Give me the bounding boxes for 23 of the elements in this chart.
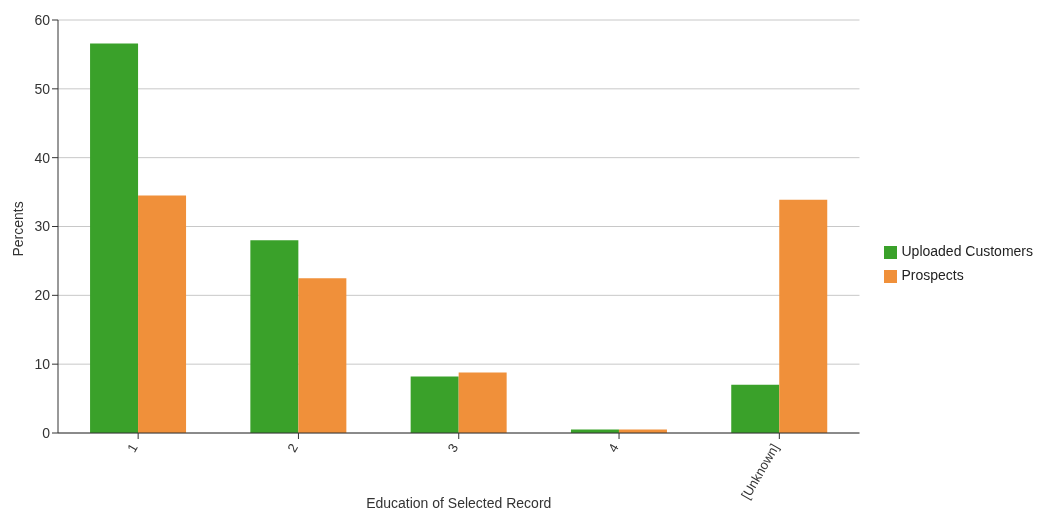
y-tick-label: 0 — [42, 424, 51, 441]
y-tick-label: 50 — [34, 80, 51, 97]
bar — [410, 376, 459, 433]
y-tick-label: 20 — [34, 287, 51, 304]
bar — [250, 240, 299, 433]
y-axis-title: Percents — [9, 201, 26, 257]
legend-label: Uploaded Customers — [901, 243, 1033, 259]
bar — [298, 278, 347, 433]
legend-label: Prospects — [901, 267, 964, 283]
bar — [458, 372, 507, 433]
x-tick-label: 3 — [444, 441, 462, 455]
x-tick-label: 4 — [605, 441, 622, 455]
bar — [90, 43, 139, 433]
y-tick-label: 10 — [34, 356, 51, 373]
y-tick-label: 40 — [34, 149, 51, 166]
x-tick-label: 1 — [124, 441, 141, 455]
bar — [779, 199, 828, 433]
y-tick-label: 60 — [34, 11, 51, 28]
bar — [138, 195, 187, 433]
x-tick-label: 2 — [284, 441, 302, 455]
y-tick-label: 30 — [34, 218, 51, 235]
x-axis-title: Education of Selected Record — [366, 495, 552, 511]
bar — [731, 384, 780, 433]
